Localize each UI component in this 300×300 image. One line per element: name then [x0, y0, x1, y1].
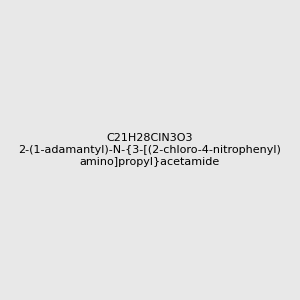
Text: C21H28ClN3O3
2-(1-adamantyl)-N-{3-[(2-chloro-4-nitrophenyl)
amino]propyl}acetami: C21H28ClN3O3 2-(1-adamantyl)-N-{3-[(2-ch… [19, 134, 281, 166]
